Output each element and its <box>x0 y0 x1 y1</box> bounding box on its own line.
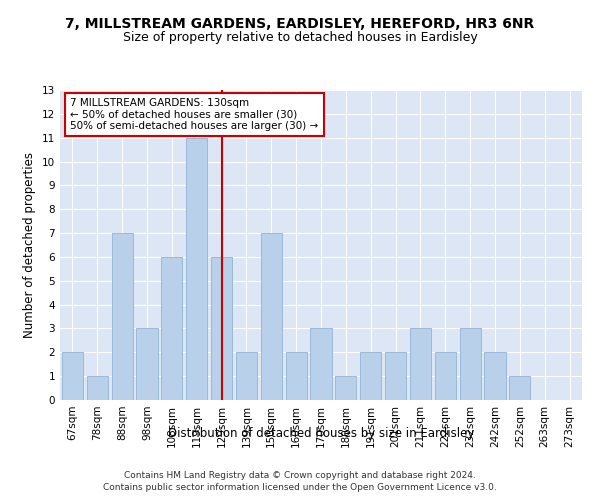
Text: Size of property relative to detached houses in Eardisley: Size of property relative to detached ho… <box>122 31 478 44</box>
Bar <box>211 257 232 400</box>
Bar <box>310 328 332 400</box>
Bar <box>136 328 158 400</box>
Bar <box>460 328 481 400</box>
Bar <box>484 352 506 400</box>
Text: 7, MILLSTREAM GARDENS, EARDISLEY, HEREFORD, HR3 6NR: 7, MILLSTREAM GARDENS, EARDISLEY, HEREFO… <box>65 18 535 32</box>
Text: 7 MILLSTREAM GARDENS: 130sqm
← 50% of detached houses are smaller (30)
50% of se: 7 MILLSTREAM GARDENS: 130sqm ← 50% of de… <box>70 98 319 131</box>
Y-axis label: Number of detached properties: Number of detached properties <box>23 152 37 338</box>
Text: Contains public sector information licensed under the Open Government Licence v3: Contains public sector information licen… <box>103 484 497 492</box>
Bar <box>62 352 83 400</box>
Bar <box>360 352 381 400</box>
Bar <box>87 376 108 400</box>
Bar <box>236 352 257 400</box>
Bar <box>186 138 207 400</box>
Bar <box>112 233 133 400</box>
Bar <box>385 352 406 400</box>
Bar <box>161 257 182 400</box>
Bar <box>435 352 456 400</box>
Text: Contains HM Land Registry data © Crown copyright and database right 2024.: Contains HM Land Registry data © Crown c… <box>124 471 476 480</box>
Text: Distribution of detached houses by size in Eardisley: Distribution of detached houses by size … <box>168 428 474 440</box>
Bar <box>410 328 431 400</box>
Bar <box>286 352 307 400</box>
Bar <box>509 376 530 400</box>
Bar <box>261 233 282 400</box>
Bar <box>335 376 356 400</box>
